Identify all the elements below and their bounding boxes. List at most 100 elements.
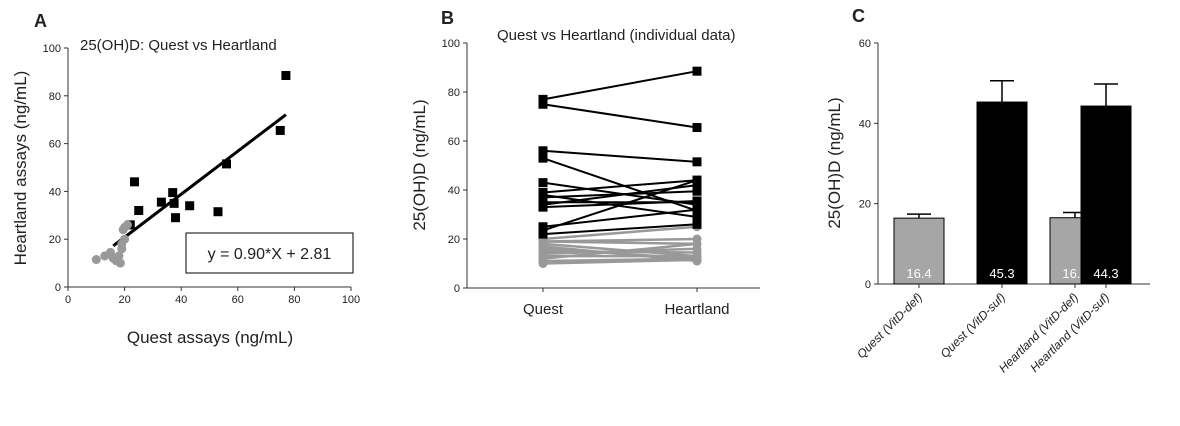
panel-b-point-heartland-vitd-def	[692, 255, 702, 265]
panel-b-point-quest-vitd-suf	[538, 153, 548, 163]
panel-b-line-vitd-def	[542, 242, 698, 260]
panel-a-y-tick-label: 0	[55, 282, 61, 294]
panel-a-fit-line	[112, 113, 287, 248]
panel-b-point-quest-vitd-suf	[538, 192, 548, 202]
panel-b-point-quest-vitd-suf	[538, 146, 548, 156]
panel-b-line-vitd-def	[542, 258, 698, 265]
panel-a-equation-box	[185, 232, 354, 274]
panel-b-y-tick-label: 60	[448, 136, 460, 148]
panel-c-y-tick-label: 60	[859, 38, 871, 50]
panel-a-point-vitd-suf	[168, 188, 178, 198]
panel-a-point-vitd-suf	[213, 207, 223, 217]
panel-a-y-tick-label: 80	[49, 91, 61, 103]
panel-c-bar	[1080, 105, 1132, 285]
panel-b-point-heartland-vitd-suf	[692, 180, 702, 190]
panel-c-bar	[893, 217, 945, 285]
panel-b-point-heartland-vitd-suf	[692, 186, 702, 196]
panel-b-line-vitd-suf	[542, 208, 698, 228]
panel-b-points	[538, 66, 702, 268]
panel-a-y-tick-label: 60	[49, 139, 61, 151]
panel-a-point-vitd-def	[122, 220, 132, 230]
panel-b-point-heartland-vitd-suf	[692, 205, 702, 215]
panel-b-category-label: Heartland	[664, 301, 729, 318]
panel-b-y-tick-label: 20	[448, 234, 460, 246]
panel-b-line-vitd-suf	[542, 70, 698, 101]
panel-b-y-label: 25(OH)D (ng/mL)	[410, 99, 429, 230]
panel-b-line-vitd-def	[542, 240, 698, 246]
panel-a-y-tick-label: 20	[49, 234, 61, 246]
panel-c-y-tick-label: 0	[865, 279, 871, 291]
panel-b: B Quest vs Heartland (individual data) 0…	[410, 8, 760, 318]
panel-b-point-quest-vitd-suf	[538, 99, 548, 109]
panel-a-point-vitd-def	[91, 255, 101, 265]
panel-b-point-heartland-vitd-suf	[692, 157, 702, 167]
panel-c-ticks: 0 20 40 60	[859, 38, 878, 291]
panel-b-point-heartland-vitd-suf	[692, 175, 702, 185]
panel-c-category-label: Quest (VitD-suf)	[938, 290, 1009, 361]
panel-c-bar-value-label: 44.3	[1093, 266, 1118, 281]
panel-c-category-label: Quest (VitD-def)	[854, 290, 925, 361]
panel-b-point-quest-vitd-suf	[538, 94, 548, 104]
panel-a-letter: A	[34, 11, 47, 31]
panel-a-x-tick-label: 0	[65, 294, 71, 306]
panel-a-ticks: 0 20 40 60 80 100 0 20 40 60 80 100	[43, 43, 361, 306]
panel-c-bar-value-label: 16.4	[906, 266, 931, 281]
panel-b-point-quest-vitd-def	[538, 259, 548, 268]
panel-a-x-tick-label: 20	[118, 294, 130, 306]
panel-b-point-heartland-vitd-suf	[692, 212, 702, 222]
panel-b-point-quest-vitd-suf	[538, 178, 548, 188]
panel-a-point-vitd-suf	[169, 198, 179, 208]
panel-a-x-tick-label: 80	[288, 294, 300, 306]
panel-c-y-label: 25(OH)D (ng/mL)	[825, 97, 844, 228]
panel-b-point-heartland-vitd-suf	[692, 219, 702, 229]
panel-b-category-label: Quest	[523, 301, 564, 318]
panel-a-title: 25(OH)D: Quest vs Heartland	[80, 37, 277, 54]
panel-a-point-vitd-suf	[275, 125, 285, 135]
panel-a-point-vitd-suf	[130, 177, 140, 187]
panel-b-line-vitd-suf	[542, 149, 698, 163]
panel-b-y-tick-label: 40	[448, 185, 460, 197]
panel-a-point-vitd-suf	[134, 206, 144, 216]
panel-b-point-heartland-vitd-suf	[692, 196, 702, 206]
panel-b-point-heartland-vitd-suf	[692, 123, 702, 133]
panel-b-point-heartland-vitd-def	[692, 239, 702, 249]
panel-b-line-vitd-def	[542, 225, 698, 241]
panel-c-y-tick-label: 40	[859, 118, 871, 130]
panel-b-y-tick-label: 80	[448, 87, 460, 99]
panel-c-letter: C	[852, 6, 865, 26]
panel-c: C 0 20 40 60 25(OH)D (ng/mL) 16.4 Quest (Vit…	[825, 6, 1150, 375]
panel-a-point-vitd-suf	[185, 201, 195, 211]
panel-b-letter: B	[441, 8, 454, 28]
panel-a-equation: y = 0.90*X + 2.81	[208, 246, 332, 263]
panel-a-y-label: Heartland assays (ng/mL)	[11, 71, 30, 266]
panel-a-point-vitd-def	[108, 253, 118, 263]
panel-c-bar-value-label: 45.3	[989, 266, 1014, 281]
panel-a-point-vitd-suf	[156, 197, 166, 207]
panel-b-line-vitd-suf	[542, 179, 698, 232]
panel-a-y-tick-label: 40	[49, 186, 61, 198]
panel-b-point-quest-vitd-suf	[538, 202, 548, 212]
panel-b-line-vitd-suf	[542, 223, 698, 236]
panel-a-y-tick-label: 100	[43, 43, 61, 55]
panel-b-y-tick-label: 0	[454, 283, 460, 295]
panel-c-y-tick-label: 20	[859, 199, 871, 211]
panel-a-x-label: Quest assays (ng/mL)	[127, 328, 293, 347]
panel-b-point-quest-vitd-suf	[538, 229, 548, 239]
panel-b-title: Quest vs Heartland (individual data)	[497, 27, 735, 44]
panel-b-line-vitd-suf	[542, 103, 698, 129]
panel-b-line-vitd-def	[542, 257, 698, 263]
panel-b-lines	[542, 70, 698, 265]
panel-a-x-tick-label: 100	[342, 294, 360, 306]
panel-b-point-heartland-vitd-suf	[692, 66, 702, 76]
panel-a: A 25(OH)D: Quest vs Heartland 0 20 40 60 80 1…	[11, 11, 360, 347]
panel-b-line-vitd-suf	[542, 179, 698, 194]
panel-a-point-vitd-def	[115, 258, 125, 268]
panel-a-point-vitd-suf	[171, 213, 181, 223]
panel-c-bars: 16.4 Quest (VitD-def) 45.3 Quest (VitD-suf)…	[854, 80, 1132, 375]
panel-a-point-vitd-def	[120, 234, 130, 244]
panel-a-point-vitd-suf	[221, 159, 231, 169]
panel-b-y-tick-label: 100	[442, 38, 460, 50]
panel-a-point-vitd-suf	[281, 70, 291, 80]
